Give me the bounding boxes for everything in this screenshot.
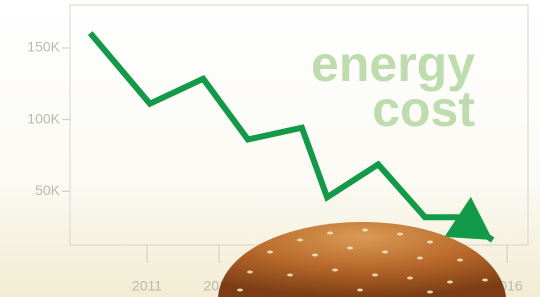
y-tick-label: 150K — [27, 39, 60, 55]
annotation: cost — [372, 81, 475, 137]
y-tick-label: 100K — [27, 110, 60, 126]
x-tick-label: 2011 — [132, 278, 162, 294]
chart: 50K100K150K201120122013201420152016 ener… — [0, 0, 540, 297]
page: 50K100K150K201120122013201420152016 ener… — [0, 0, 540, 297]
y-tick-label: 50K — [35, 182, 61, 198]
